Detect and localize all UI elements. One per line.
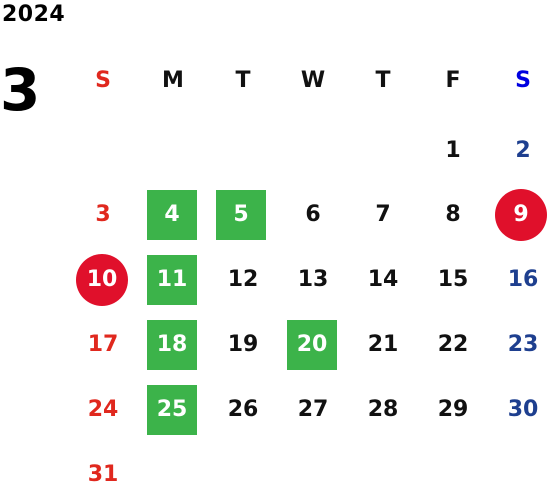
day-cell[interactable]: 22 [437, 332, 469, 357]
year-label: 2024 [2, 2, 66, 27]
month-number: 3 [0, 56, 41, 124]
weekday-header-sun: S [95, 68, 111, 93]
day-cell[interactable]: 24 [87, 397, 119, 422]
day-cell[interactable]: 17 [87, 332, 119, 357]
day-cell-highlighted[interactable]: 18 [147, 320, 197, 370]
day-cell-highlighted[interactable]: 5 [216, 190, 266, 240]
day-cell[interactable]: 3 [95, 202, 111, 227]
day-cell[interactable]: 7 [375, 202, 391, 227]
day-cell[interactable]: 28 [367, 397, 399, 422]
weekday-header-fri: F [445, 68, 461, 93]
day-cell[interactable]: 29 [437, 397, 469, 422]
day-cell-circled[interactable]: 10 [76, 254, 128, 306]
day-cell[interactable]: 6 [305, 202, 321, 227]
weekday-header-sat: S [515, 68, 531, 93]
weekday-header-tue: T [235, 68, 251, 93]
day-cell[interactable]: 1 [445, 138, 461, 163]
weekday-header-thu: T [375, 68, 391, 93]
day-cell[interactable]: 31 [87, 462, 119, 487]
day-cell-circled[interactable]: 9 [495, 189, 547, 241]
day-cell[interactable]: 13 [297, 267, 329, 292]
day-cell-highlighted[interactable]: 25 [147, 385, 197, 435]
day-cell[interactable]: 12 [227, 267, 259, 292]
weekday-header-wed: W [300, 68, 326, 93]
day-cell[interactable]: 27 [297, 397, 329, 422]
day-cell[interactable]: 15 [437, 267, 469, 292]
day-cell[interactable]: 19 [227, 332, 259, 357]
day-cell[interactable]: 26 [227, 397, 259, 422]
day-cell[interactable]: 2 [515, 138, 531, 163]
day-cell[interactable]: 23 [507, 332, 539, 357]
day-cell[interactable]: 21 [367, 332, 399, 357]
day-cell-highlighted[interactable]: 11 [147, 255, 197, 305]
day-cell[interactable]: 14 [367, 267, 399, 292]
day-cell[interactable]: 8 [445, 202, 461, 227]
day-cell[interactable]: 30 [507, 397, 539, 422]
weekday-header-mon: M [162, 68, 184, 93]
day-cell[interactable]: 16 [507, 267, 539, 292]
day-cell-highlighted[interactable]: 4 [147, 190, 197, 240]
day-cell-highlighted[interactable]: 20 [287, 320, 337, 370]
